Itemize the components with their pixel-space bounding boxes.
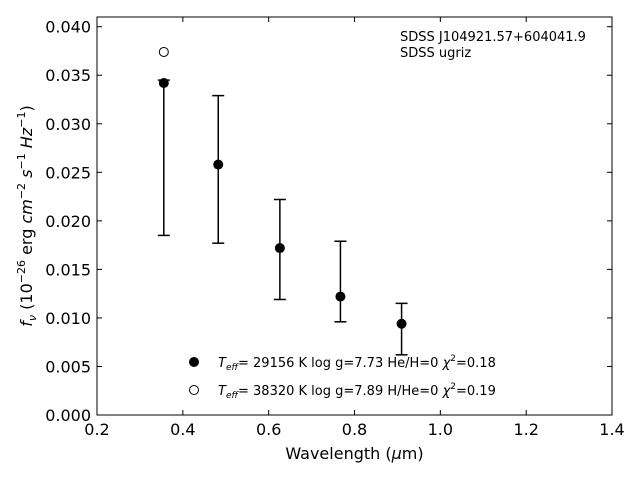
x-tick-label: 1.0 [428, 420, 453, 439]
y-axis: 0.000 0.005 0.010 0.015 0.020 0.025 0.030 0.035… [45, 18, 612, 425]
y-tick-label: 0.040 [45, 18, 91, 37]
model-point-filled [274, 243, 285, 254]
y-tick-label: 0.005 [45, 357, 91, 376]
y-tick-label: 0.025 [45, 163, 91, 182]
y-tick-label: 0.000 [45, 406, 91, 425]
x-tick-label: 1.4 [599, 420, 624, 439]
model-point-filled [396, 318, 407, 329]
y-axis-label: fν (10−26 erg cm−2 s−1 Hz−1) [15, 105, 39, 326]
model-point-filled [335, 291, 346, 302]
error-bars [157, 79, 408, 356]
legend: Teff= 29156 K log g=7.73 He/H=0 χ2=0.18 … [189, 354, 496, 401]
data-points [158, 46, 407, 329]
x-tick-label: 1.2 [513, 420, 538, 439]
model-point-filled [158, 78, 169, 89]
y-tick-label: 0.035 [45, 66, 91, 85]
photometry-annotation: SDSS ugriz [400, 46, 471, 61]
y-tick-label: 0.010 [45, 309, 91, 328]
y-tick-label: 0.015 [45, 260, 91, 279]
y-tick-label: 0.020 [45, 212, 91, 231]
x-tick-label: 0.8 [342, 420, 367, 439]
x-tick-label: 0.6 [256, 420, 281, 439]
model-point-filled [213, 159, 224, 170]
object-name-annotation: SDSS J104921.57+604041.9 [400, 30, 586, 45]
x-axis-label: Wavelength (μm) [285, 444, 423, 463]
x-axis: 0.2 0.4 0.6 0.8 1.0 1.2 1.4 [84, 17, 625, 439]
legend-marker-filled [189, 357, 199, 367]
legend-entry-1: Teff= 29156 K log g=7.73 He/H=0 χ2=0.18 [218, 354, 496, 373]
legend-entry-2: Teff= 38320 K log g=7.89 H/He=0 χ2=0.19 [218, 382, 496, 401]
model-point-open [158, 46, 169, 57]
legend-marker-open [189, 385, 199, 395]
x-tick-label: 0.4 [170, 420, 195, 439]
y-tick-label: 0.030 [45, 115, 91, 134]
x-tick-label: 0.2 [84, 420, 109, 439]
